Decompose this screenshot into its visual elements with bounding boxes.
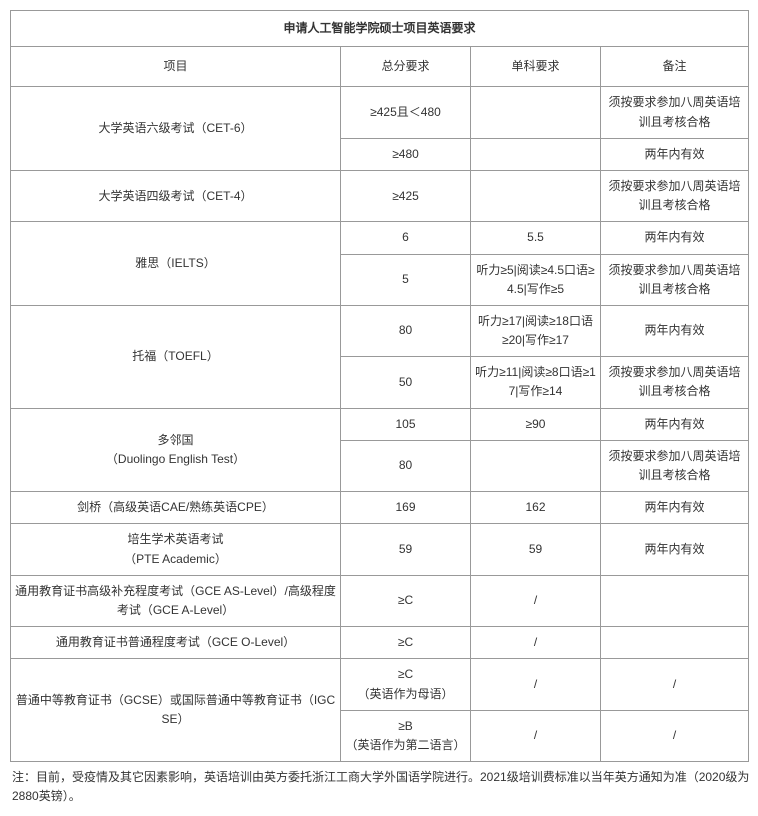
gcse-name: 普通中等教育证书（GCSE）或国际普通中等教育证书（IGCSE） <box>11 659 341 762</box>
gcse-r1-note: / <box>601 659 749 710</box>
cet6-r2-section <box>471 138 601 170</box>
toefl-r1-section: 听力≥17|阅读≥18口语≥20|写作≥17 <box>471 305 601 356</box>
duolingo-r1-section: ≥90 <box>471 408 601 440</box>
ielts-r1-section: 5.5 <box>471 222 601 254</box>
ielts-r2-note: 须按要求参加八周英语培训且考核合格 <box>601 254 749 305</box>
gcse-r2-total-l1: ≥B <box>398 719 413 733</box>
gcse-r1-section: / <box>471 659 601 710</box>
header-note: 备注 <box>601 47 749 87</box>
pte-total: 59 <box>341 524 471 575</box>
row-gce-o: 通用教育证书普通程度考试（GCE O-Level） ≥C / <box>11 627 749 659</box>
ielts-r1-note: 两年内有效 <box>601 222 749 254</box>
toefl-r1-note: 两年内有效 <box>601 305 749 356</box>
gcse-r1-total-l1: ≥C <box>398 667 413 681</box>
row-toefl-a: 托福（TOEFL） 80 听力≥17|阅读≥18口语≥20|写作≥17 两年内有… <box>11 305 749 356</box>
gcse-r1-total: ≥C （英语作为母语） <box>341 659 471 710</box>
cet4-name: 大学英语四级考试（CET-4） <box>11 170 341 221</box>
cambridge-name: 剑桥（高级英语CAE/熟练英语CPE） <box>11 492 341 524</box>
row-ielts-a: 雅思（IELTS） 6 5.5 两年内有效 <box>11 222 749 254</box>
pte-name-l1: 培生学术英语考试 <box>127 532 223 546</box>
toefl-name: 托福（TOEFL） <box>11 305 341 408</box>
gce-o-name: 通用教育证书普通程度考试（GCE O-Level） <box>11 627 341 659</box>
gcse-r2-total-l2: （英语作为第二语言） <box>345 738 465 752</box>
toefl-r2-note: 须按要求参加八周英语培训且考核合格 <box>601 357 749 408</box>
toefl-r2-total: 50 <box>341 357 471 408</box>
gcse-r2-note: / <box>601 710 749 761</box>
row-gce-a: 通用教育证书高级补充程度考试（GCE AS-Level）/高级程度考试（GCE … <box>11 575 749 626</box>
table-title-row: 申请人工智能学院硕士项目英语要求 <box>11 11 749 47</box>
table-header-row: 项目 总分要求 单科要求 备注 <box>11 47 749 87</box>
gce-o-note <box>601 627 749 659</box>
cambridge-section: 162 <box>471 492 601 524</box>
cet6-r1-total: ≥425且＜480 <box>341 87 471 138</box>
row-cet6-a: 大学英语六级考试（CET-6） ≥425且＜480 须按要求参加八周英语培训且考… <box>11 87 749 138</box>
duolingo-name-l1: 多邻国 <box>157 433 193 447</box>
duolingo-r2-note: 须按要求参加八周英语培训且考核合格 <box>601 440 749 491</box>
gce-a-section: / <box>471 575 601 626</box>
cet4-section <box>471 170 601 221</box>
duolingo-r2-section <box>471 440 601 491</box>
cet4-total: ≥425 <box>341 170 471 221</box>
english-requirements-table: 申请人工智能学院硕士项目英语要求 项目 总分要求 单科要求 备注 大学英语六级考… <box>10 10 749 762</box>
toefl-r2-section: 听力≥11|阅读≥8口语≥17|写作≥14 <box>471 357 601 408</box>
ielts-r2-section: 听力≥5|阅读≥4.5口语≥4.5|写作≥5 <box>471 254 601 305</box>
cet6-r1-section <box>471 87 601 138</box>
cambridge-total: 169 <box>341 492 471 524</box>
row-cambridge: 剑桥（高级英语CAE/熟练英语CPE） 169 162 两年内有效 <box>11 492 749 524</box>
cet4-note: 须按要求参加八周英语培训且考核合格 <box>601 170 749 221</box>
row-cet4: 大学英语四级考试（CET-4） ≥425 须按要求参加八周英语培训且考核合格 <box>11 170 749 221</box>
gce-o-section: / <box>471 627 601 659</box>
ielts-r2-total: 5 <box>341 254 471 305</box>
gce-a-total: ≥C <box>341 575 471 626</box>
pte-note: 两年内有效 <box>601 524 749 575</box>
ielts-r1-total: 6 <box>341 222 471 254</box>
duolingo-r2-total: 80 <box>341 440 471 491</box>
gcse-r2-total: ≥B （英语作为第二语言） <box>341 710 471 761</box>
header-total: 总分要求 <box>341 47 471 87</box>
cet6-r1-note: 须按要求参加八周英语培训且考核合格 <box>601 87 749 138</box>
cet6-r2-total: ≥480 <box>341 138 471 170</box>
toefl-r1-total: 80 <box>341 305 471 356</box>
row-pte: 培生学术英语考试 （PTE Academic） 59 59 两年内有效 <box>11 524 749 575</box>
header-exam: 项目 <box>11 47 341 87</box>
gce-o-total: ≥C <box>341 627 471 659</box>
cet6-r2-note: 两年内有效 <box>601 138 749 170</box>
pte-name: 培生学术英语考试 （PTE Academic） <box>11 524 341 575</box>
header-section: 单科要求 <box>471 47 601 87</box>
row-gcse-a: 普通中等教育证书（GCSE）或国际普通中等教育证书（IGCSE） ≥C （英语作… <box>11 659 749 710</box>
ielts-name: 雅思（IELTS） <box>11 222 341 306</box>
cambridge-note: 两年内有效 <box>601 492 749 524</box>
duolingo-name: 多邻国 （Duolingo English Test） <box>11 408 341 492</box>
gcse-r1-total-l2: （英语作为母语） <box>357 687 453 701</box>
pte-name-l2: （PTE Academic） <box>124 552 227 566</box>
duolingo-name-l2: （Duolingo English Test） <box>106 452 245 466</box>
pte-section: 59 <box>471 524 601 575</box>
row-duolingo-a: 多邻国 （Duolingo English Test） 105 ≥90 两年内有… <box>11 408 749 440</box>
gcse-r2-section: / <box>471 710 601 761</box>
cet6-name: 大学英语六级考试（CET-6） <box>11 87 341 171</box>
duolingo-r1-total: 105 <box>341 408 471 440</box>
gce-a-note <box>601 575 749 626</box>
table-title: 申请人工智能学院硕士项目英语要求 <box>11 11 749 47</box>
duolingo-r1-note: 两年内有效 <box>601 408 749 440</box>
gce-a-name: 通用教育证书高级补充程度考试（GCE AS-Level）/高级程度考试（GCE … <box>11 575 341 626</box>
footnote: 注：目前，受疫情及其它因素影响，英语培训由英方委托浙江工商大学外国语学院进行。2… <box>10 762 752 806</box>
